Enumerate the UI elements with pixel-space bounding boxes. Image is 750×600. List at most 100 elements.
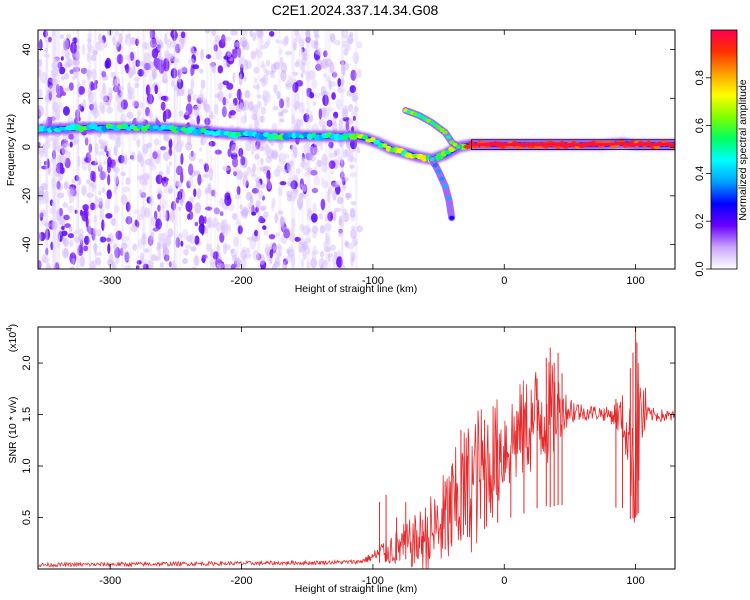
spectrogram-noise-dot [356,225,363,233]
spectrogram-noise-dot [260,205,267,211]
spectrogram-streak [73,30,75,269]
snr-x-ticks: -300 -200 -100 0 100 [99,327,645,587]
spectrogram-noise-dot [225,36,232,42]
spectrogram-noise-dot [154,138,160,146]
spectrogram-noise-dot [113,186,117,195]
spectrogram-noise-dot [234,41,240,47]
spectrogram-noise-dot [200,97,208,106]
spectrogram-noise-dot [157,204,161,212]
spectrogram-noise-dot [155,218,162,230]
spectrogram-streak [292,30,296,269]
spectrogram-noise-dot [87,40,92,53]
spectrogram-noise-dot [304,237,312,244]
spectrogram-noise-dot [298,48,304,58]
spectrogram-noise-dot [276,250,282,258]
spectrogram-noise-dot [329,32,336,43]
spectrogram-noise-dot [274,212,279,224]
spectrogram-x-tick-label: 100 [626,275,644,287]
snr-plot-area [38,327,675,569]
spectrogram-noise-dot [46,158,50,169]
spectrogram-noise-dot [343,47,349,56]
spectrogram-noise-dot [164,109,172,120]
spectrogram-noise-dot [173,57,180,63]
spectrogram-noise-dot [69,141,73,148]
spectrogram-noise-dot [137,68,145,77]
spectrogram-noise-dot [120,99,128,110]
spectrogram-noise-dot [327,107,335,112]
colorbar-tick-label: 0.0 [694,261,706,276]
spectrogram-noise-dot [63,214,70,221]
spectrogram-noise-dot [60,56,64,61]
spectrogram-noise-dot [177,190,183,201]
spectrogram-noise-dot [257,211,261,217]
spectrogram-noise-dot [88,143,92,154]
spectrogram-noise-dot [180,153,184,165]
spectrogram-noise-dot [63,73,70,80]
spectrogram-noise-dot [291,255,296,268]
spectrogram-noise-dot [286,248,290,255]
snr-exponent-base: (x10 [7,332,19,353]
spectrogram-noise-dot [135,38,139,47]
spectrogram-noise-dot [214,93,221,99]
spectrogram-noise-dot [260,106,267,116]
spectrogram-noise-dot [150,216,156,227]
spectrogram-noise-dot [185,200,193,213]
spectrogram-noise-dot [278,152,286,165]
spectrogram-noise-dot [285,100,290,108]
spectrogram-noise-dot [307,227,312,233]
spectrogram-noise-dot [185,142,193,151]
spectrogram-noise-dot [288,165,292,178]
spectrogram-y-tick-label: 0 [21,144,33,150]
spectrogram-noise-dot [260,76,266,88]
spectrogram-noise-dot [214,149,222,155]
spectrogram-noise-dot [181,228,189,240]
spectrogram-noise-dot [314,166,318,171]
spectrogram-noise-dot [194,235,200,245]
spectrogram-noise-dot [323,50,328,58]
spectrogram-noise-dot [64,223,71,229]
spectrogram-noise-dot [216,243,220,254]
spectrogram-noise-dot [321,106,327,115]
spectrogram-noise-dot [120,194,128,206]
spectrogram-noise-dot [196,115,200,125]
spectrogram-noise-dot [110,219,116,225]
spectrogram-noise-dot [336,196,344,205]
spectrogram-ridge-blob [377,142,384,149]
spectrogram-noise-dot [259,37,264,49]
spectrogram-noise-dot [188,151,197,162]
spectrogram-noise-dot [119,113,127,124]
spectrogram-noise-dot [286,190,293,198]
spectrogram-noise-dot [44,37,49,43]
spectrogram-noise-dot [249,30,253,37]
spectrogram-noise-dot [46,137,54,142]
spectrogram-noise-dot [222,166,230,171]
spectrogram-noise-dot [192,94,198,101]
spectrogram-noise-dot [238,56,246,68]
spectrogram-noise-dot [144,248,150,253]
spectrogram-noise-dot [336,256,343,268]
spectrogram-noise-dot [278,142,284,151]
spectrogram-noise-dot [254,153,260,160]
spectrogram-noise-dot [211,30,217,37]
spectrogram-noise-dot [178,39,185,50]
spectrogram-noise-dot [113,243,118,250]
spectrogram-x-label: Height of straight line (km) [295,283,418,295]
spectrogram-noise-dot [223,263,232,269]
spectrogram-noise-dot [251,113,258,121]
spectrogram-noise-dot [121,235,130,243]
spectrogram-noise-dot [38,68,41,76]
spectrogram-noise-dot [342,212,350,223]
spectrogram-noise-dot [246,236,254,241]
spectrogram-noise-dot [263,211,269,219]
spectrogram-noise-dot [38,59,43,68]
spectrogram-noise-dot [213,103,219,115]
spectrogram-noise-dot [115,258,120,264]
spectrogram-noise-dot [134,82,140,89]
spectrogram-noise-dot [71,179,76,184]
spectrogram-noise-dot [240,30,248,37]
spectrogram-noise-dot [180,240,184,247]
spectrogram-noise-dot [301,244,307,252]
spectrogram-noise-dot [163,131,169,142]
spectrogram-noise-dot [147,93,154,105]
